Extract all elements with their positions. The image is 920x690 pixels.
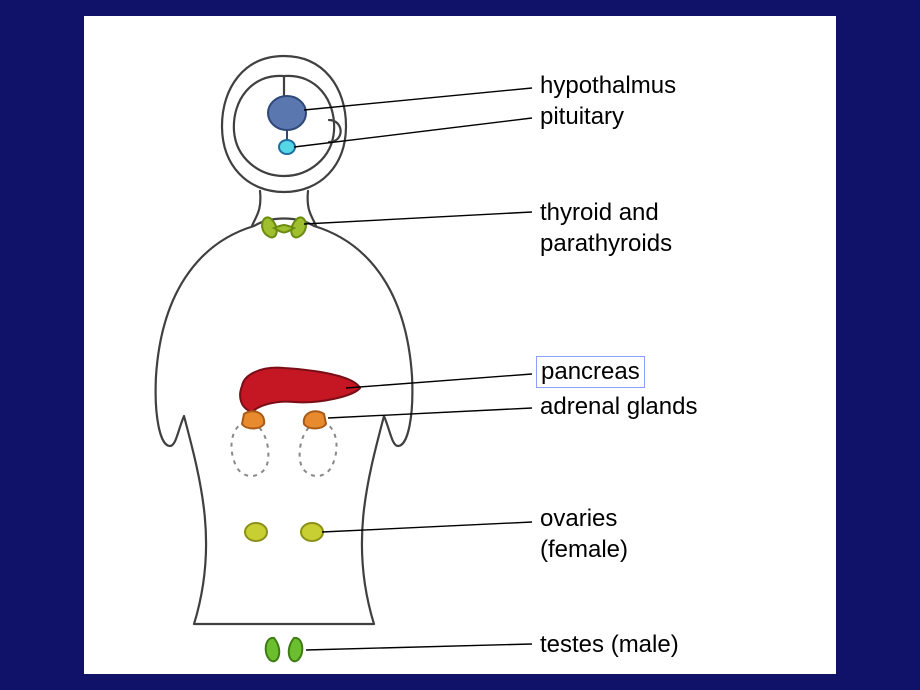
leader-line-3 (346, 374, 532, 388)
body-outline-torso (156, 219, 413, 625)
gland-testis_left (266, 638, 280, 661)
label-thyroid-line1: thyroid and (540, 198, 659, 228)
gland-adrenal_right (304, 411, 326, 428)
diagram-canvas: hypothalmus pituitary thyroid and parath… (84, 16, 836, 674)
body-outline-neck_left (252, 191, 260, 226)
gland-kidney_left_outline (231, 422, 268, 476)
label-adrenal: adrenal glands (540, 392, 697, 422)
gland-hypothalamus (268, 96, 306, 130)
label-testes: testes (male) (540, 630, 679, 660)
leader-line-5 (322, 522, 532, 532)
leader-line-6 (306, 644, 532, 650)
gland-ovary_right (301, 523, 323, 541)
gland-kidney_right_outline (300, 422, 337, 476)
label-pancreas: pancreas (536, 356, 645, 388)
gland-pancreas (240, 368, 360, 412)
body-outline-neck_right (308, 191, 316, 226)
gland-testis_right (289, 638, 303, 661)
gland-ovary_left (245, 523, 267, 541)
label-pituitary: pituitary (540, 102, 624, 132)
label-ovaries-line2: (female) (540, 535, 628, 565)
label-hypothalamus: hypothalmus (540, 71, 676, 101)
leader-line-1 (294, 118, 532, 147)
leader-line-2 (304, 212, 532, 224)
endocrine-diagram (84, 16, 836, 674)
label-ovaries-line1: ovaries (540, 504, 617, 534)
gland-adrenal_left (242, 411, 264, 428)
label-thyroid-line2: parathyroids (540, 229, 672, 259)
leader-line-4 (328, 408, 532, 418)
gland-pituitary (279, 140, 295, 154)
